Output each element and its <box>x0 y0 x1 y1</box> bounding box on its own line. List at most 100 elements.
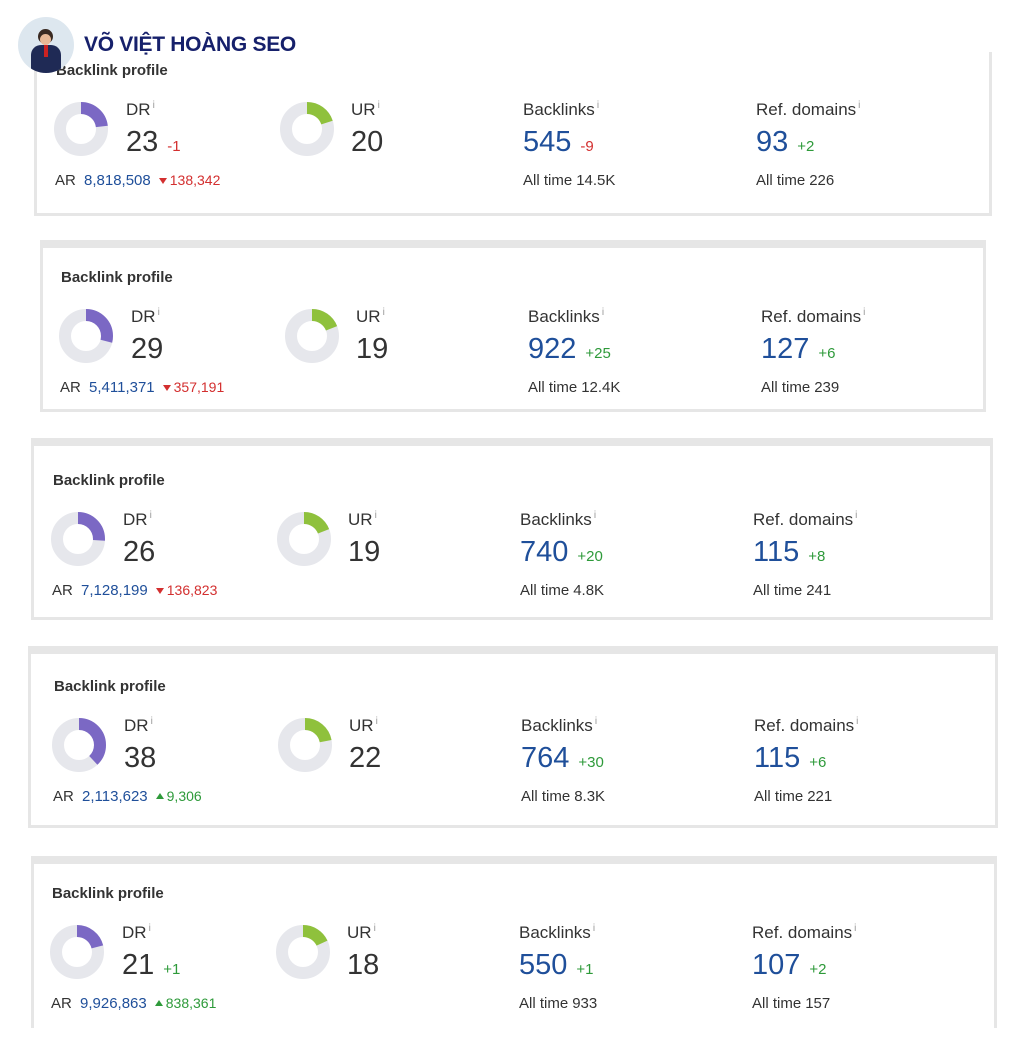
ref-domains-label: Ref. domains i <box>752 923 857 942</box>
ur-value: 19 <box>348 536 381 568</box>
info-icon[interactable]: i <box>152 100 155 111</box>
ref-domains-change: +6 <box>809 754 827 771</box>
ref-domains-label: Ref. domains i <box>761 307 866 326</box>
info-icon[interactable]: i <box>594 716 598 727</box>
ur-donut <box>275 510 333 568</box>
dr-label: DR i <box>131 307 160 326</box>
ur-donut <box>283 307 341 365</box>
ar-trend-icon <box>154 1000 163 1006</box>
info-icon[interactable]: i <box>377 100 380 111</box>
ur-label: UR i <box>351 100 380 119</box>
info-icon[interactable]: i <box>148 923 151 934</box>
dr-label: DR i <box>124 716 153 735</box>
panel-title: Backlink profile <box>54 678 166 695</box>
dr-label: DR i <box>122 923 151 942</box>
dr-label: DR i <box>123 510 152 529</box>
ur-label: UR i <box>356 307 385 326</box>
panel-title: Backlink profile <box>56 62 168 79</box>
info-icon[interactable]: i <box>601 307 605 318</box>
ref-domains-value[interactable]: 127 +6 <box>761 333 836 365</box>
backlinks-value[interactable]: 740 +20 <box>520 536 603 568</box>
info-icon[interactable]: i <box>863 307 866 318</box>
dr-change: +1 <box>163 961 181 978</box>
backlinks-value[interactable]: 550 +1 <box>519 949 594 981</box>
ar-change: 136,823 <box>166 582 218 598</box>
ar-row: AR 2,113,623 9,306 <box>53 788 202 805</box>
ar-value: 7,128,199 <box>81 582 148 599</box>
info-icon[interactable]: i <box>149 510 152 521</box>
backlinks-change: +20 <box>577 548 603 565</box>
panel-title: Backlink profile <box>53 472 165 489</box>
ur-label: UR i <box>348 510 377 529</box>
info-icon[interactable]: i <box>373 923 376 934</box>
backlinks-change: +1 <box>576 961 594 978</box>
ar-trend-icon <box>155 793 164 799</box>
ref-domains-all-time: All time 239 <box>761 379 840 396</box>
info-icon[interactable]: i <box>374 510 377 521</box>
ur-label: UR i <box>349 716 378 735</box>
ref-domains-label: Ref. domains i <box>756 100 861 119</box>
backlinks-label: Backlinks i <box>528 307 605 326</box>
backlinks-all-time: All time 933 <box>519 995 598 1012</box>
info-icon[interactable]: i <box>593 510 597 521</box>
info-icon[interactable]: i <box>858 100 861 111</box>
dr-donut <box>49 510 107 568</box>
backlink-profile-panel: Backlink profile DR i 26 AR 7,128,199 136,823… <box>31 438 993 620</box>
ar-value: 9,926,863 <box>80 995 147 1012</box>
dr-label: DR i <box>126 100 155 119</box>
panel-title: Backlink profile <box>52 885 164 902</box>
ar-change: 838,361 <box>165 995 217 1011</box>
info-icon[interactable]: i <box>596 100 600 111</box>
backlinks-change: +25 <box>585 345 611 362</box>
ar-change: 357,191 <box>173 379 225 395</box>
brand-header: VÕ VIỆT HOÀNG SEO <box>18 16 296 74</box>
ref-domains-all-time: All time 241 <box>753 582 832 599</box>
info-icon[interactable]: i <box>150 716 153 727</box>
dr-value: 38 <box>124 742 157 774</box>
info-icon[interactable]: i <box>592 923 596 934</box>
backlink-profile-panel: Backlink profile DR i 38 AR 2,113,623 9,306 UR… <box>28 646 998 828</box>
backlinks-value[interactable]: 764 +30 <box>521 742 604 774</box>
info-icon[interactable]: i <box>855 510 858 521</box>
dr-value: 29 <box>131 333 164 365</box>
dr-change: -1 <box>167 138 181 155</box>
backlinks-all-time: All time 12.4K <box>528 379 621 396</box>
backlinks-change: -9 <box>580 138 594 155</box>
info-icon[interactable]: i <box>854 923 857 934</box>
ref-domains-value[interactable]: 115 +6 <box>754 742 827 774</box>
info-icon[interactable]: i <box>157 307 160 318</box>
ur-donut <box>278 100 336 158</box>
ar-trend-icon <box>158 178 167 184</box>
ref-domains-change: +6 <box>818 345 836 362</box>
ref-domains-label: Ref. domains i <box>754 716 859 735</box>
ref-domains-value[interactable]: 107 +2 <box>752 949 827 981</box>
info-icon[interactable]: i <box>382 307 385 318</box>
ar-trend-icon <box>155 588 164 594</box>
ref-domains-change: +8 <box>808 548 826 565</box>
brand-name: VÕ VIỆT HOÀNG SEO <box>84 33 296 56</box>
dr-donut <box>52 100 110 158</box>
ur-value: 22 <box>349 742 382 774</box>
dr-value: 23 -1 <box>126 126 181 158</box>
backlinks-label: Backlinks i <box>523 100 600 119</box>
info-icon[interactable]: i <box>375 716 378 727</box>
ur-value: 18 <box>347 949 380 981</box>
backlinks-all-time: All time 8.3K <box>521 788 606 805</box>
ref-domains-value[interactable]: 93 +2 <box>756 126 815 158</box>
ur-value: 19 <box>356 333 389 365</box>
backlinks-all-time: All time 4.8K <box>520 582 605 599</box>
ar-change: 9,306 <box>166 788 202 804</box>
info-icon[interactable]: i <box>856 716 859 727</box>
dr-donut <box>50 716 108 774</box>
backlinks-value[interactable]: 922 +25 <box>528 333 611 365</box>
backlinks-label: Backlinks i <box>520 510 597 529</box>
backlinks-value[interactable]: 545 -9 <box>523 126 594 158</box>
ref-domains-value[interactable]: 115 +8 <box>753 536 826 568</box>
ar-value: 5,411,371 <box>89 379 155 396</box>
ref-domains-all-time: All time 221 <box>754 788 833 805</box>
backlinks-label: Backlinks i <box>519 923 596 942</box>
backlinks-label: Backlinks i <box>521 716 598 735</box>
panel-title: Backlink profile <box>61 269 173 286</box>
ur-label: UR i <box>347 923 376 942</box>
ref-domains-change: +2 <box>809 961 827 978</box>
